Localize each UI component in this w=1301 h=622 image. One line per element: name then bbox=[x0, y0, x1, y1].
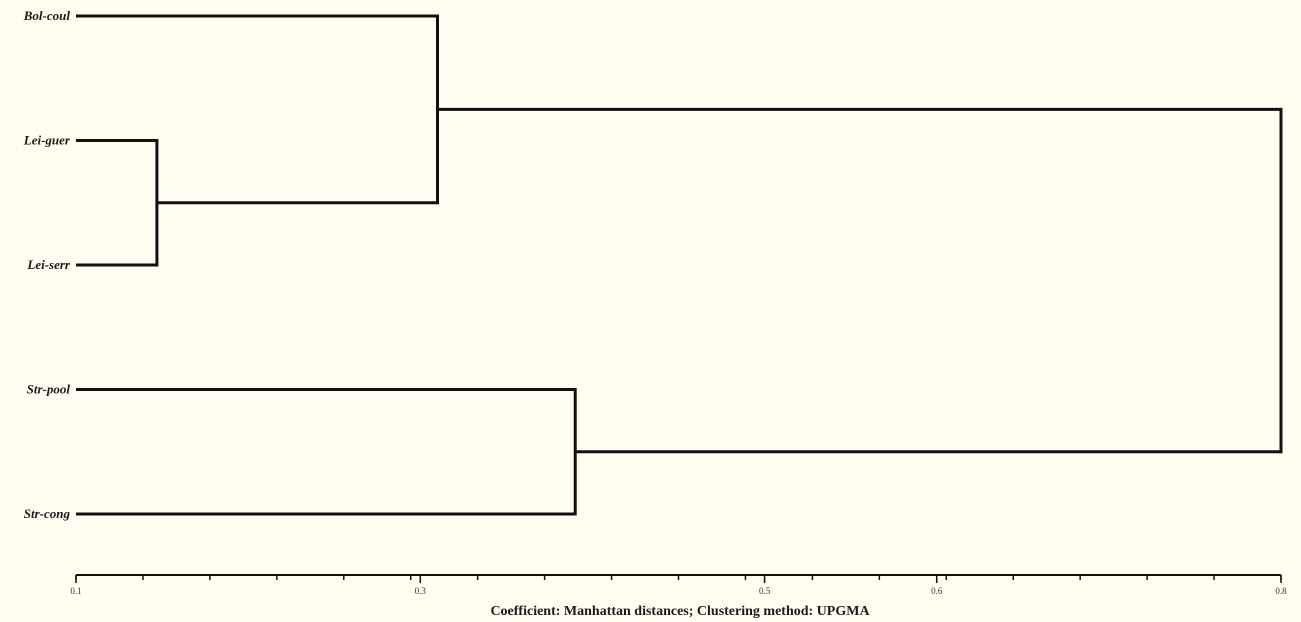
leaf-label-bol-coul: Bol-coul bbox=[23, 8, 71, 23]
x-axis-tick-label: 0.5 bbox=[759, 586, 771, 596]
dendrogram-branches bbox=[76, 14, 1283, 516]
x-axis: 0.1 0.3 0.5 0.6 0.8 bbox=[70, 574, 1287, 596]
x-axis-tick-label: 0.8 bbox=[1275, 586, 1287, 596]
x-axis-tick-label: 0.6 bbox=[931, 586, 943, 596]
leaf-label-lei-serr: Lei-serr bbox=[26, 257, 71, 272]
leaf-label-str-cong: Str-cong bbox=[24, 506, 71, 521]
leaf-labels: Bol-coul Lei-guer Lei-serr Str-pool Str-cong bbox=[23, 8, 71, 521]
leaf-label-lei-guer: Lei-guer bbox=[23, 133, 71, 148]
x-axis-tick-label: 0.3 bbox=[415, 586, 427, 596]
leaf-label-str-pool: Str-pool bbox=[27, 382, 71, 397]
axis-caption: Coefficient: Manhattan distances; Cluste… bbox=[490, 604, 870, 619]
x-axis-tick-label: 0.1 bbox=[70, 586, 81, 596]
